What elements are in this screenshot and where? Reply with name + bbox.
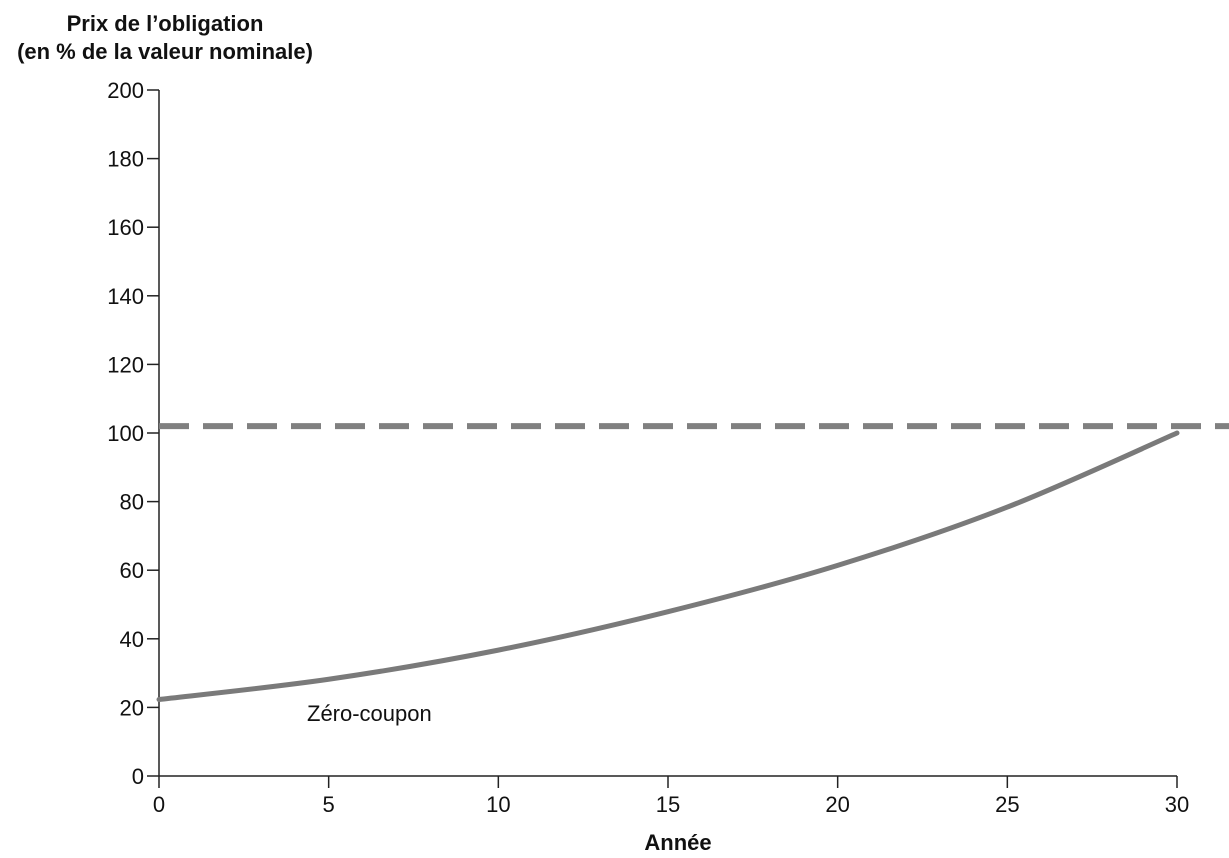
x-tick-label-20: 20 xyxy=(825,792,849,817)
y-tick-label-0: 0 xyxy=(132,764,144,789)
x-tick-label-15: 15 xyxy=(656,792,680,817)
y-axis-title-line-1: Prix de l’obligation xyxy=(66,11,264,36)
y-tick-label-60: 60 xyxy=(120,558,144,583)
y-axis-title-line-2: (en % de la valeur nominale) xyxy=(17,39,313,64)
y-tick-label-200: 200 xyxy=(107,78,144,103)
y-tick-label-140: 140 xyxy=(107,284,144,309)
y-tick-label-20: 20 xyxy=(120,695,144,720)
y-tick-label-120: 120 xyxy=(107,352,144,377)
x-tick-label-5: 5 xyxy=(323,792,335,817)
x-tick-label-10: 10 xyxy=(486,792,510,817)
y-tick-label-80: 80 xyxy=(120,490,144,515)
series-line-0 xyxy=(156,430,1180,703)
x-tick-label-25: 25 xyxy=(995,792,1019,817)
x-tick-label-0: 0 xyxy=(153,792,165,817)
annotation-label-0: Zéro-coupon xyxy=(307,701,432,726)
y-tick-label-40: 40 xyxy=(120,627,144,652)
y-tick-label-100: 100 xyxy=(107,421,144,446)
x-tick-label-30: 30 xyxy=(1165,792,1189,817)
y-tick-label-180: 180 xyxy=(107,147,144,172)
y-tick-label-160: 160 xyxy=(107,215,144,240)
x-axis-title: Année xyxy=(644,830,712,855)
y-axis-title: Prix de l’obligation (en % de la valeur … xyxy=(0,10,330,66)
